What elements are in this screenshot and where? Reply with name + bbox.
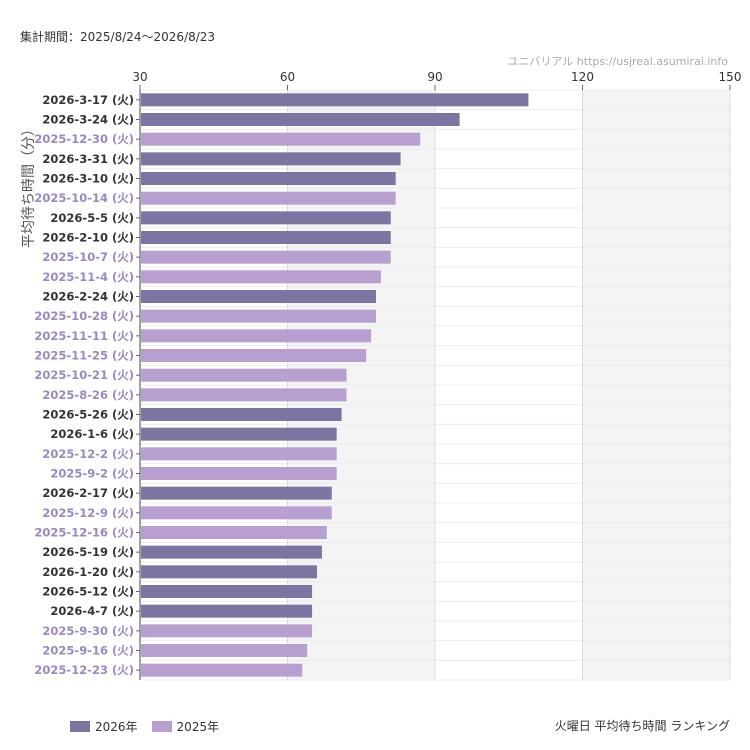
y-tick-label: 2026-1-6 (火) (50, 427, 134, 441)
x-tick-label: 90 (427, 70, 442, 84)
y-tick-label: 2026-3-31 (火) (42, 152, 134, 166)
bar (141, 427, 337, 441)
y-tick-label: 2025-12-23 (火) (34, 663, 134, 677)
bar (141, 349, 367, 362)
y-tick-label: 2026-5-12 (火) (42, 585, 134, 599)
bar (141, 565, 317, 579)
x-tick-label: 150 (719, 70, 742, 84)
bar (141, 132, 421, 146)
y-tick-label: 2025-9-2 (火) (50, 467, 134, 481)
bar (141, 388, 347, 402)
y-tick-label: 2026-4-7 (火) (50, 604, 134, 618)
y-tick-label: 2025-11-25 (火) (34, 349, 134, 363)
y-tick-label: 2025-10-21 (火) (34, 368, 134, 382)
bar (141, 211, 391, 225)
bar (141, 231, 391, 244)
bar (141, 368, 347, 382)
x-tick-label: 30 (132, 70, 147, 84)
bar (141, 624, 313, 638)
bar (141, 290, 376, 303)
y-tick-label: 2026-2-10 (火) (42, 231, 134, 245)
period-label: 集計期間：2025/8/24〜2026/8/23 (20, 30, 216, 44)
legend-label-2026: 2026年 (95, 720, 138, 734)
y-tick-label: 2025-9-30 (火) (42, 624, 134, 638)
y-tick-label: 2025-10-28 (火) (34, 309, 134, 323)
bar (141, 467, 337, 480)
y-tick-label: 2025-12-16 (火) (34, 526, 134, 540)
y-tick-label: 2025-11-11 (火) (34, 329, 134, 343)
bar (141, 113, 460, 126)
y-tick-label: 2026-5-5 (火) (50, 211, 134, 225)
bar (141, 408, 342, 421)
bar (141, 663, 303, 677)
chart-caption: 火曜日 平均待ち時間 ランキング (554, 719, 730, 733)
y-tick-label: 2025-12-9 (火) (42, 506, 134, 520)
bar (141, 486, 332, 500)
bar (141, 329, 372, 343)
y-tick-label: 2026-3-10 (火) (42, 172, 134, 186)
bar (141, 585, 313, 598)
legend-label-2025: 2025年 (176, 720, 220, 734)
bar (141, 644, 308, 657)
y-tick-label: 2025-9-16 (火) (42, 644, 134, 658)
y-tick-label: 2026-5-19 (火) (42, 545, 134, 559)
bar (141, 309, 376, 323)
legend-swatch-2025 (151, 721, 172, 732)
bar (141, 447, 337, 461)
bar (141, 152, 401, 166)
y-tick-label: 2026-5-26 (火) (42, 408, 134, 422)
bar (141, 250, 391, 264)
y-tick-label: 2025-12-2 (火) (42, 447, 134, 461)
y-tick-label: 2026-2-17 (火) (42, 486, 134, 500)
bar (141, 526, 327, 539)
legend: 2026年 2025年 (70, 718, 219, 735)
y-tick-label: 2026-1-20 (火) (42, 565, 134, 579)
legend-swatch-2026 (70, 721, 90, 732)
y-tick-label: 2025-11-4 (火) (42, 270, 134, 284)
y-tick-label: 2026-3-17 (火) (42, 93, 134, 107)
bar (141, 604, 313, 618)
y-axis-title: 平均待ち時間（分） (21, 122, 37, 248)
x-tick-label: 60 (280, 70, 295, 84)
y-tick-label: 2025-8-26 (火) (42, 388, 134, 402)
legend-item-2026[interactable]: 2026年 (70, 718, 138, 735)
source-label: ユニバリアル https://usjreal.asumirai.info (507, 55, 728, 68)
y-tick-label: 2026-3-24 (火) (42, 113, 134, 127)
bar (141, 191, 396, 205)
y-tick-label: 2025-10-7 (火) (42, 250, 134, 264)
bar (141, 172, 396, 185)
y-tick-label: 2025-10-14 (火) (34, 191, 134, 205)
bar (141, 270, 381, 284)
bar-chart: 30 60 90 120 150 2026-3-17 (火) 2026-3-24 (火) 20… (21, 70, 742, 681)
bar (141, 506, 332, 520)
x-tick-label: 120 (571, 70, 594, 84)
bar (141, 93, 529, 107)
legend-item-2025[interactable]: 2025年 (151, 718, 220, 735)
y-tick-label: 2026-2-24 (火) (42, 290, 134, 304)
y-tick-label: 2025-12-30 (火) (34, 132, 134, 146)
bar (141, 545, 322, 559)
